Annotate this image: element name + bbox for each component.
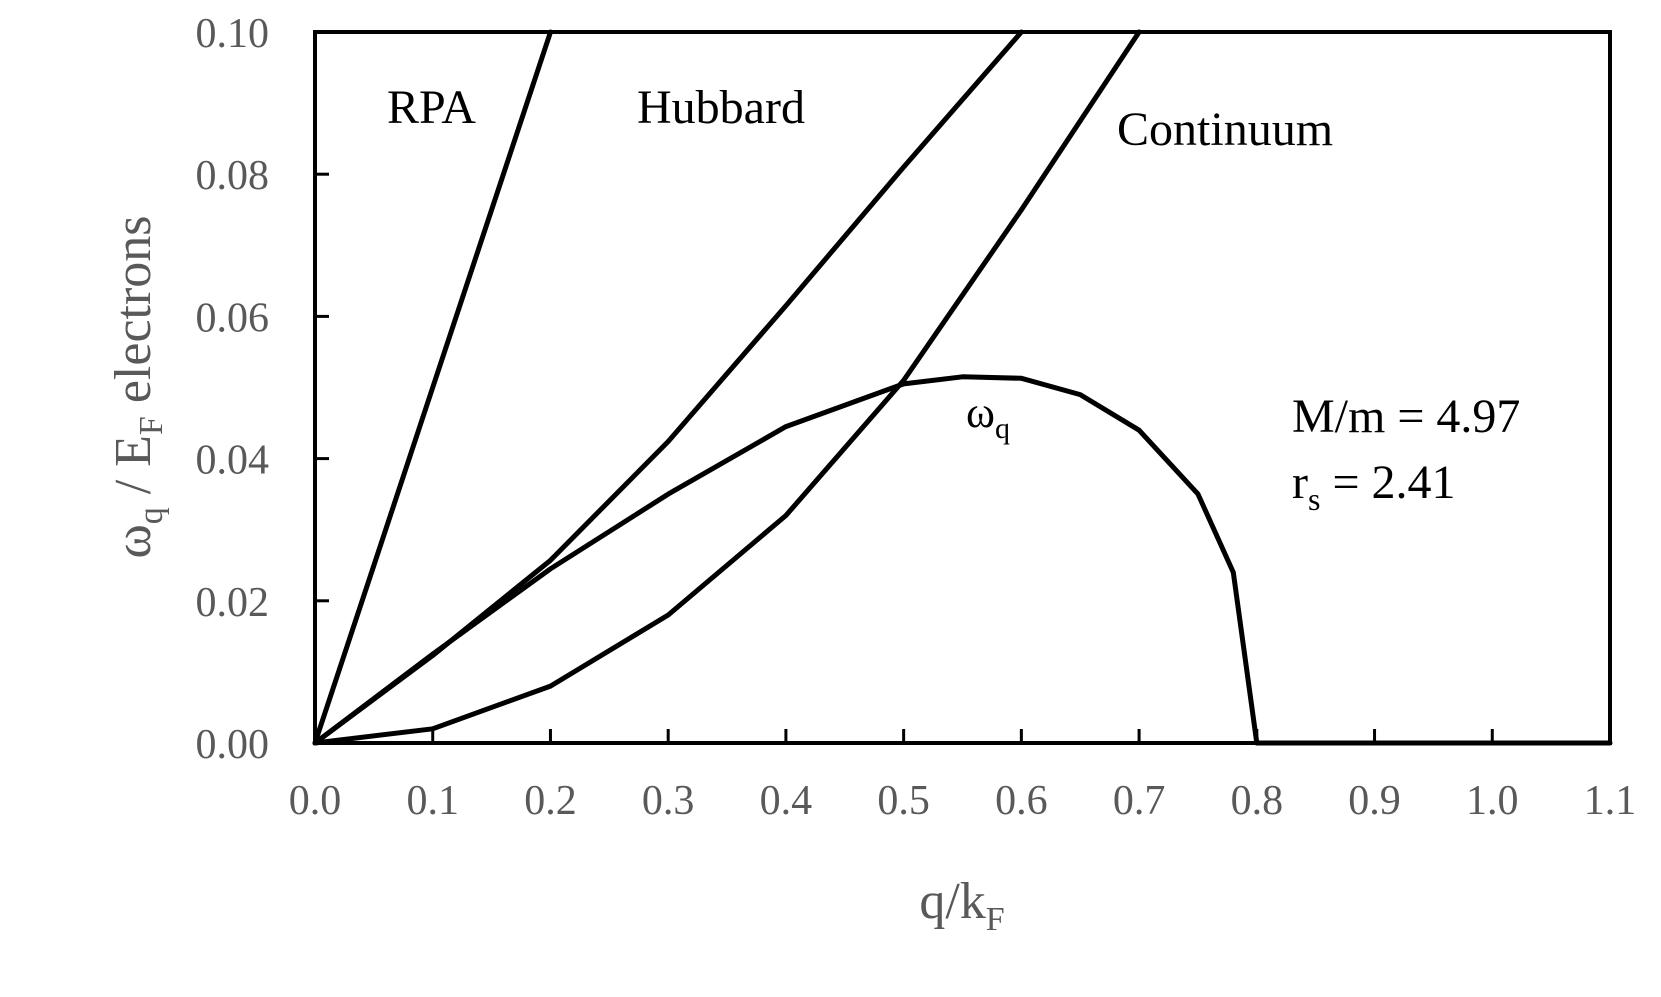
label-continuum: Continuum <box>1117 103 1333 156</box>
x-axis-title: q/kF <box>919 873 1004 938</box>
y-tick-label: 0.06 <box>196 295 270 341</box>
series-layer <box>312 29 1613 746</box>
y-axis-title-tail: electrons <box>105 215 162 416</box>
y-axis-title-f-sub: F <box>133 416 170 435</box>
y-axis-title: ωq / EF electrons <box>105 215 170 558</box>
x-tick-label: 1.1 <box>1584 778 1637 824</box>
label-mass-ratio: M/m = 4.97 <box>1292 390 1520 443</box>
y-axis-title-slash: / E <box>105 435 162 507</box>
label-rpa: RPA <box>387 81 476 134</box>
label-rs-sub: s <box>1308 481 1320 517</box>
y-tick-label: 0.02 <box>196 580 270 626</box>
series-line-1 <box>312 29 1024 746</box>
label-omega-q-main: ω <box>966 388 995 437</box>
label-hubbard: Hubbard <box>637 81 805 134</box>
x-tick-label: 0.7 <box>1113 778 1166 824</box>
label-rs-main: r <box>1292 456 1308 509</box>
y-tick-label: 0.08 <box>196 153 270 199</box>
y-tick-label: 0.10 <box>196 11 270 57</box>
label-rs: rs = 2.41 <box>1292 456 1456 517</box>
series-line-2 <box>312 29 1142 746</box>
x-axis-title-main: q/k <box>919 873 985 930</box>
x-tick-label: 0.1 <box>406 778 459 824</box>
x-tick-label: 0.4 <box>760 778 813 824</box>
x-tick-label: 0.6 <box>995 778 1048 824</box>
x-tick-label: 0.8 <box>1231 778 1284 824</box>
x-tick-label: 0.3 <box>642 778 695 824</box>
series-line-0 <box>312 29 553 746</box>
y-tick-label: 0.00 <box>196 722 270 768</box>
series-line-3 <box>312 374 1613 746</box>
label-rs-value: = 2.41 <box>1320 456 1455 509</box>
y-axis-title-q-sub: q <box>133 507 170 524</box>
y-axis-title-omega: ω <box>105 524 162 558</box>
x-tick-label: 0.2 <box>524 778 577 824</box>
plot-frame <box>313 30 1612 745</box>
x-tick-label: 0.9 <box>1348 778 1401 824</box>
x-tick-label: 0.0 <box>289 778 342 824</box>
y-tick-label: 0.04 <box>196 438 270 484</box>
x-tick-label: 0.5 <box>877 778 930 824</box>
x-ticks: 0.0 0.1 0.2 0.3 0.4 0.5 0.6 0.7 0.8 0.9 1.0 1.1 <box>289 729 1637 824</box>
label-omega-q: ωq <box>966 388 1010 445</box>
y-ticks: 0.00 0.02 0.04 0.06 0.08 0.10 <box>196 11 329 768</box>
x-axis-title-sub: F <box>986 901 1005 938</box>
x-tick-label: 1.0 <box>1466 778 1519 824</box>
label-omega-q-sub: q <box>995 412 1010 445</box>
